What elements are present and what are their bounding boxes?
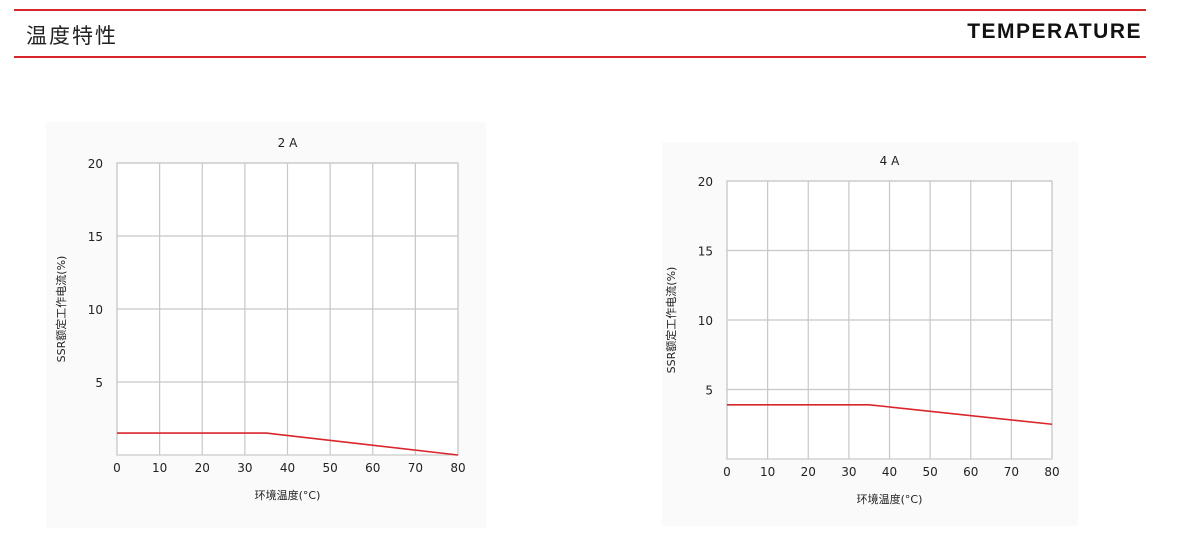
section-title-cn: 温度特性: [26, 24, 118, 48]
chart-2a: 0 10 20 30 40 50 60 70 80 5 10 15 20 2 A 环境温度(°C) SSR额定…: [54, 136, 466, 502]
y-tick-label: 20: [88, 157, 103, 171]
y-axis-label: SSR额定工作电流(%): [664, 267, 678, 374]
x-tick-label: 50: [322, 461, 337, 475]
x-tick-label: 80: [450, 461, 465, 475]
y-tick-label: 15: [698, 245, 713, 259]
chart-panel-2a: 0 10 20 30 40 50 60 70 80 5 10 15 20 2 A 环境温度(°C) SSR额定…: [46, 122, 486, 528]
x-tick-label: 30: [841, 465, 856, 479]
x-axis-label: 环境温度(°C): [255, 488, 321, 502]
x-tick-label: 40: [882, 465, 897, 479]
x-tick-label: 10: [152, 461, 167, 475]
x-tick-label: 40: [280, 461, 295, 475]
section-title-en: TEMPERATURE: [967, 20, 1142, 43]
x-tick-label: 10: [760, 465, 775, 479]
x-tick-label: 80: [1044, 465, 1059, 479]
chart-4a: 0 10 20 30 40 50 60 70 80 5 10 15 20 4 A 环境温度(°C) SSR额定…: [664, 154, 1060, 506]
header-top-rule: [14, 9, 1146, 11]
x-tick-label: 0: [113, 461, 121, 475]
chart-title: 4 A: [880, 154, 900, 168]
y-tick-label: 5: [705, 384, 713, 398]
x-axis-label: 环境温度(°C): [857, 492, 923, 506]
y-axis-label: SSR额定工作电流(%): [54, 256, 68, 363]
x-tick-label: 30: [237, 461, 252, 475]
y-tick-label: 10: [698, 314, 713, 328]
x-tick-label: 60: [963, 465, 978, 479]
x-tick-label: 0: [723, 465, 731, 479]
y-tick-label: 20: [698, 175, 713, 189]
x-tick-label: 70: [1004, 465, 1019, 479]
y-tick-label: 15: [88, 230, 103, 244]
x-tick-label: 20: [195, 461, 210, 475]
y-tick-label: 5: [95, 376, 103, 390]
header-bottom-rule: [14, 56, 1146, 58]
x-tick-label: 70: [408, 461, 423, 475]
x-tick-label: 60: [365, 461, 380, 475]
chart-panel-4a: 0 10 20 30 40 50 60 70 80 5 10 15 20 4 A 环境温度(°C) SSR额定…: [662, 142, 1078, 526]
y-tick-label: 10: [88, 303, 103, 317]
x-tick-label: 50: [922, 465, 937, 479]
chart-title: 2 A: [278, 136, 298, 150]
x-tick-label: 20: [801, 465, 816, 479]
